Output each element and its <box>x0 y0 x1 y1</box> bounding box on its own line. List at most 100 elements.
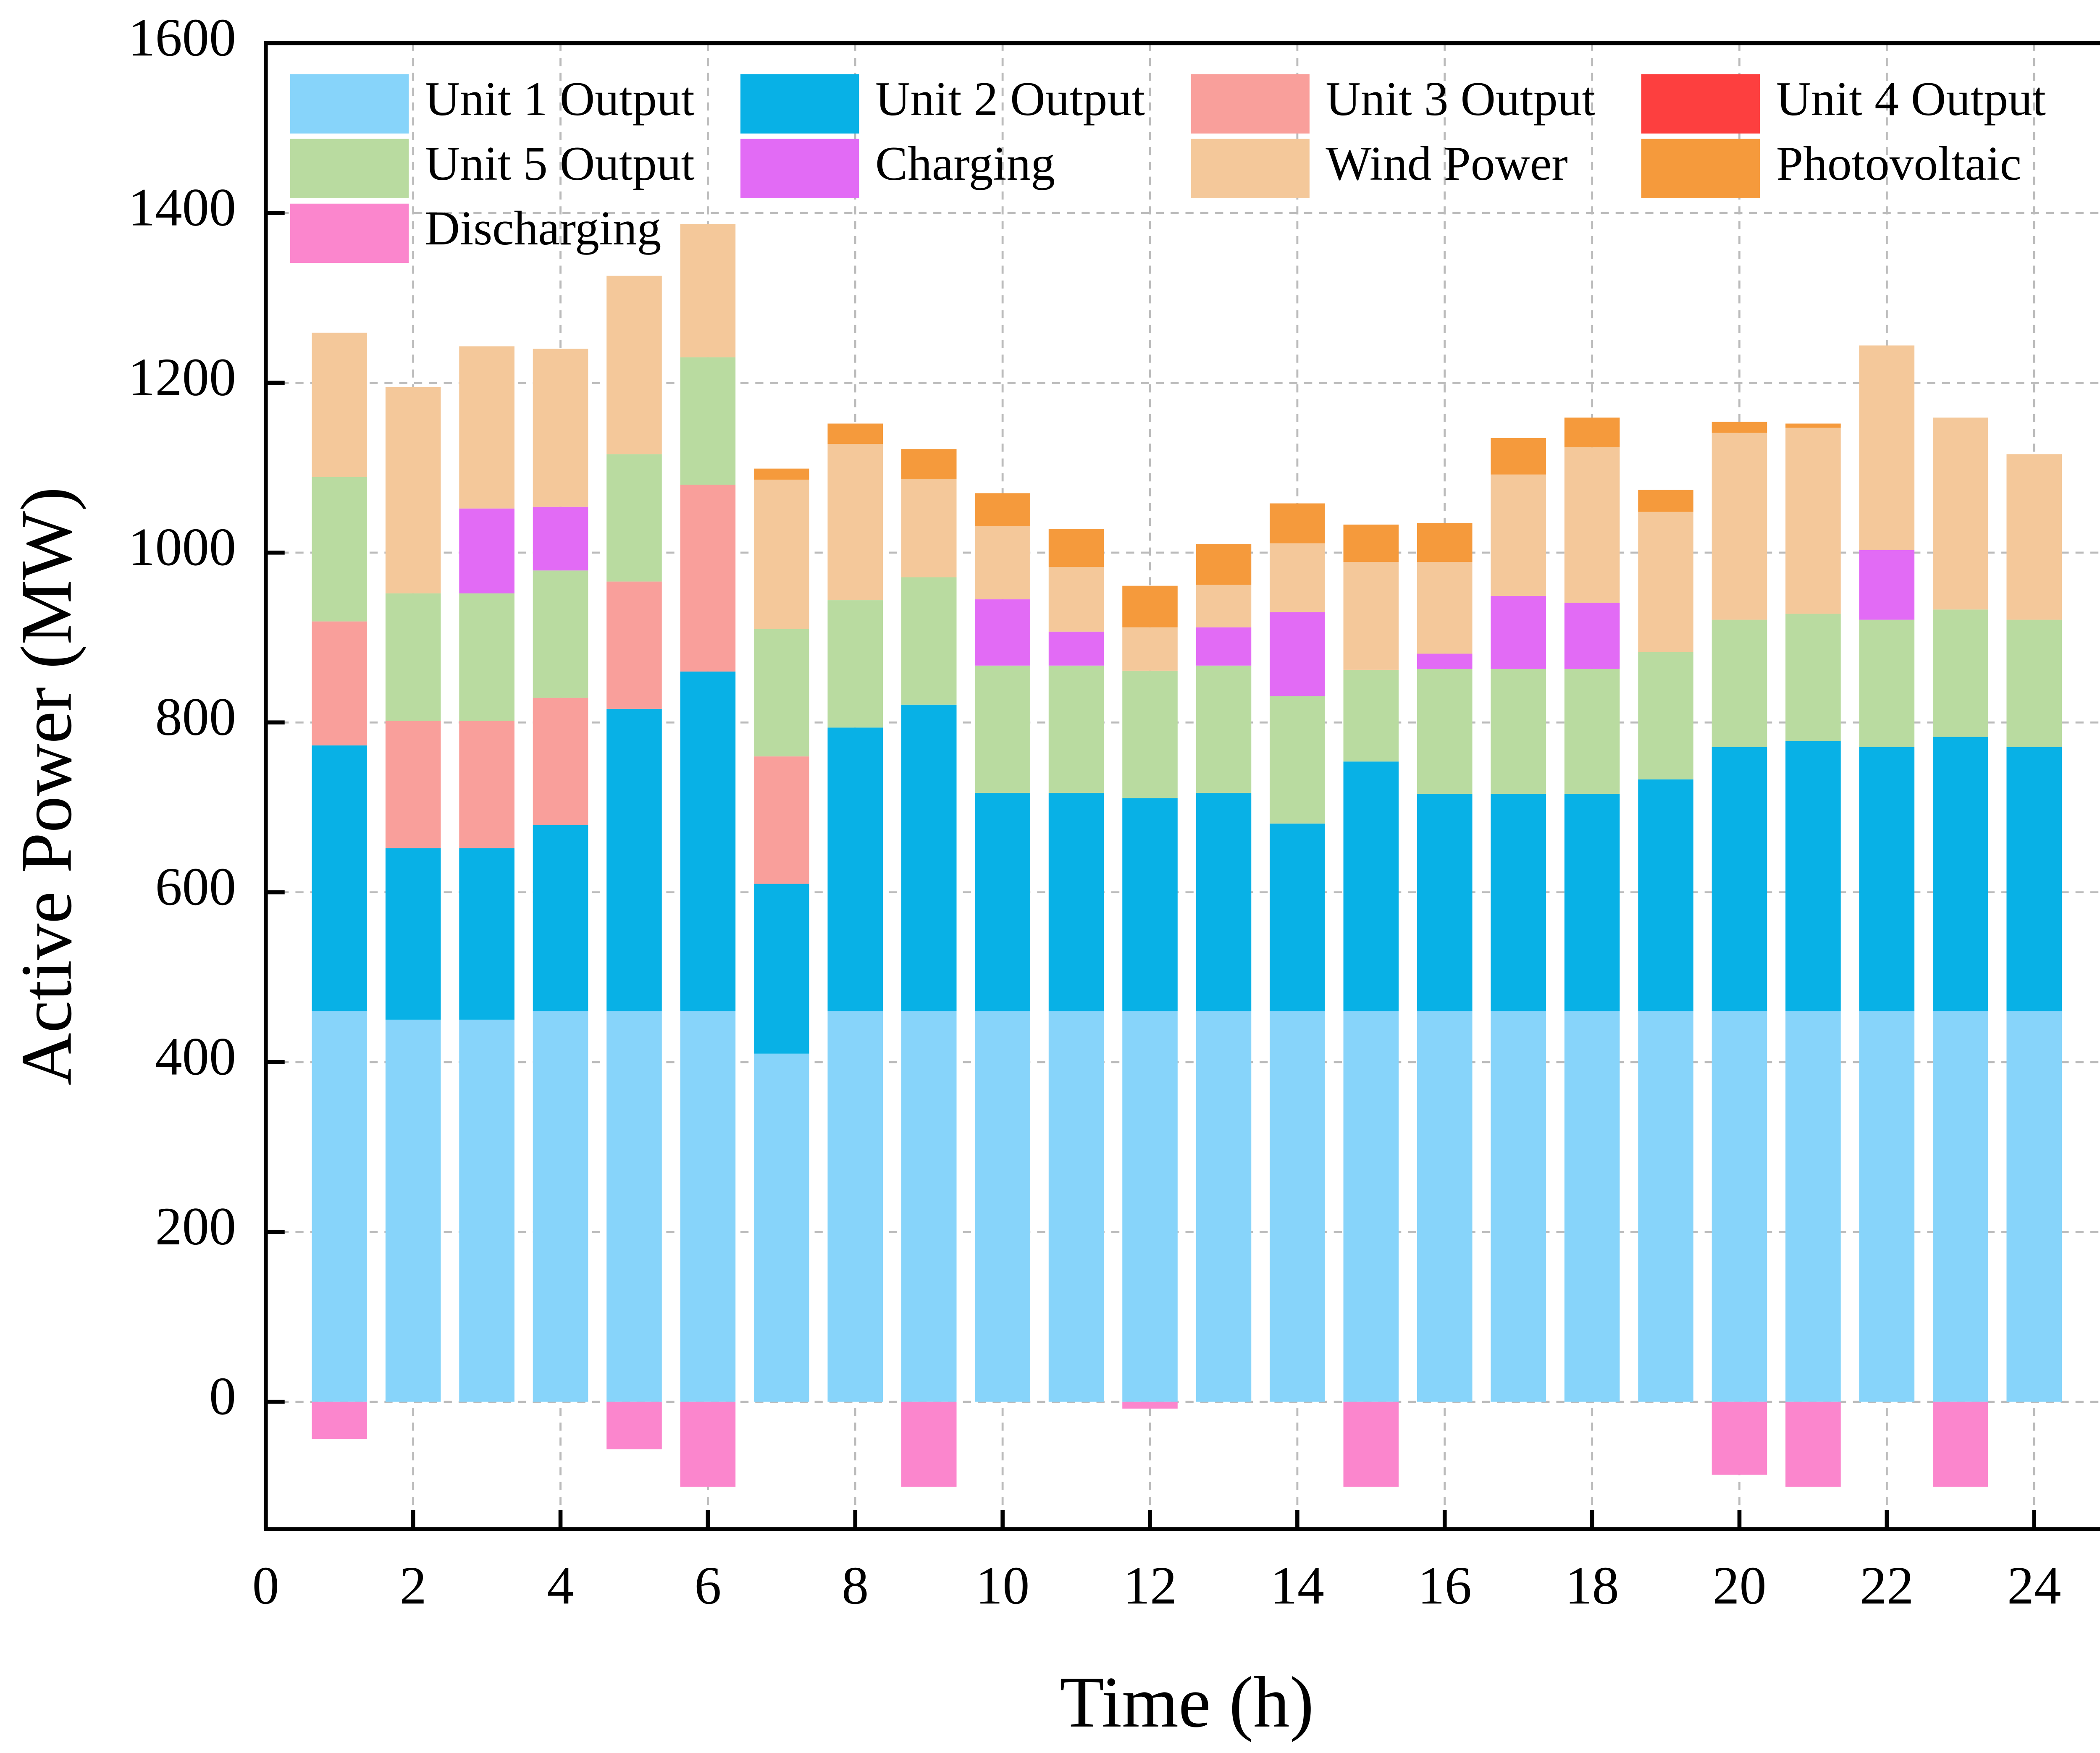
bar-segment <box>1122 585 1178 627</box>
bar-segment <box>533 1011 588 1402</box>
legend-swatch <box>1191 74 1310 134</box>
bar-segment <box>1712 1401 1767 1475</box>
bar-segment <box>754 884 809 1054</box>
x-tick-label: 0 <box>252 1556 279 1615</box>
bar-segment <box>385 1019 441 1402</box>
bar-segment <box>1638 779 1693 1011</box>
bar-segment <box>312 745 368 1011</box>
bar-segment <box>1343 562 1399 670</box>
bar-segment <box>1270 823 1325 1011</box>
bar-segment <box>680 1401 736 1487</box>
legend-label: Unit 4 Output <box>1776 72 2046 126</box>
legend-swatch <box>740 139 859 198</box>
bar-segment <box>459 346 514 509</box>
y-tick-label: 1000 <box>128 517 236 577</box>
x-axis-title: Time (h) <box>1060 1661 1314 1743</box>
bar-segment <box>827 423 883 444</box>
bar-segment <box>1712 747 1767 1011</box>
bar-segment <box>680 224 736 357</box>
bar-segment <box>459 848 514 1020</box>
bar-segment <box>459 721 514 848</box>
bar-segment <box>1491 474 1546 596</box>
bar-segment <box>827 1011 883 1402</box>
bar-segment <box>385 387 441 593</box>
bar-segment <box>1564 447 1620 603</box>
bar-segment <box>827 727 883 1011</box>
bar-segment <box>533 698 588 825</box>
bar-segment <box>1048 665 1104 793</box>
bar-segment <box>1712 619 1767 747</box>
bar-segment <box>606 1401 662 1449</box>
legend-label: Unit 3 Output <box>1326 72 1595 126</box>
bar-segment <box>680 485 736 672</box>
y-axis-title: Active Power (MW) <box>5 487 87 1085</box>
bar-segment <box>1933 417 1988 610</box>
bar-segment <box>1196 793 1252 1011</box>
legend-label: Discharging <box>425 202 662 255</box>
x-tick-label: 2 <box>400 1556 427 1615</box>
legend-label: Photovoltaic <box>1776 137 2021 191</box>
bar-segment <box>1343 1401 1399 1487</box>
bar-segment <box>606 1011 662 1402</box>
bar-segment <box>754 756 809 884</box>
bar-segment <box>827 444 883 601</box>
bar-segment <box>533 570 588 698</box>
bar-segment <box>754 629 809 757</box>
bar-segment <box>1270 543 1325 612</box>
bar-segment <box>1859 747 1915 1011</box>
y-tick-label: 200 <box>155 1197 236 1256</box>
bar-segment <box>1270 503 1325 543</box>
legend-label: Unit 1 Output <box>425 72 695 126</box>
bar-segment <box>1343 669 1399 762</box>
bar-segment <box>1048 1011 1104 1402</box>
bar-segment <box>754 479 809 629</box>
x-tick-label: 24 <box>2007 1556 2061 1615</box>
bar-segment <box>1343 761 1399 1011</box>
bar-segment <box>975 599 1030 666</box>
bar-segment <box>1933 1401 1988 1487</box>
legend-label: Wind Power <box>1326 137 1567 191</box>
bar-segment <box>680 1011 736 1402</box>
bar-segment <box>1785 741 1841 1011</box>
bar-segment <box>459 508 514 593</box>
bar-segment <box>312 621 368 745</box>
bar-segment <box>901 478 957 577</box>
bar-segment <box>975 526 1030 600</box>
bar-segment <box>1343 525 1399 562</box>
legend-swatch <box>740 74 859 134</box>
bar-segment <box>533 349 588 507</box>
bar-segment <box>1417 794 1473 1011</box>
bar-segment <box>1564 417 1620 448</box>
x-tick-label: 12 <box>1123 1556 1177 1615</box>
bar-segment <box>2006 619 2062 747</box>
legend-label: Unit 2 Output <box>875 72 1145 126</box>
bar-segment <box>312 477 368 622</box>
bar-segment <box>1712 422 1767 433</box>
bar-segment <box>975 793 1030 1011</box>
bar-segment <box>1564 603 1620 669</box>
bar-segment <box>1491 596 1546 669</box>
bar-segment <box>1638 1011 1693 1402</box>
legend-label: Unit 5 Output <box>425 137 695 191</box>
x-tick-label: 4 <box>547 1556 574 1615</box>
bar-segment <box>1859 345 1915 550</box>
bar-segment <box>1048 529 1104 567</box>
bar-segment <box>1491 794 1546 1011</box>
bar-segment <box>975 1011 1030 1402</box>
y-tick-label: 400 <box>155 1026 236 1086</box>
bar-segment <box>1048 631 1104 666</box>
bar-segment <box>1122 798 1178 1011</box>
bar-segment <box>1048 567 1104 632</box>
bar-segment <box>606 276 662 454</box>
legend-swatch <box>1641 139 1760 198</box>
bar-segment <box>1122 1401 1178 1409</box>
y-tick-label: 600 <box>155 857 236 916</box>
bar-segment <box>1859 1011 1915 1402</box>
bar-segment <box>1638 652 1693 779</box>
bar-segment <box>2006 747 2062 1011</box>
bar-segment <box>901 449 957 479</box>
bar-segment <box>385 721 441 848</box>
legend-label: Charging <box>875 137 1055 191</box>
y-tick-label: 1200 <box>128 347 236 407</box>
bar-segment <box>2006 1011 2062 1402</box>
